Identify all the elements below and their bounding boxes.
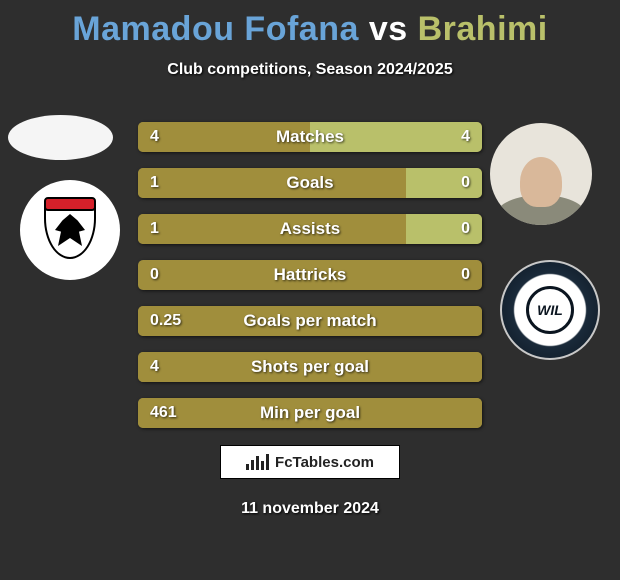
stat-bar-row: 0Hattricks0 bbox=[138, 260, 482, 290]
stat-bar-row: 4Matches4 bbox=[138, 122, 482, 152]
eagle-icon bbox=[55, 214, 85, 246]
footer-date: 11 november 2024 bbox=[0, 500, 620, 518]
stat-label: Goals per match bbox=[138, 306, 482, 336]
stat-value-right: 4 bbox=[461, 122, 470, 152]
player1-name: Mamadou Fofana bbox=[72, 10, 359, 48]
stat-label: Assists bbox=[138, 214, 482, 244]
stat-value-right: 0 bbox=[461, 214, 470, 244]
stat-label: Hattricks bbox=[138, 260, 482, 290]
brand-logo: FcTables.com bbox=[220, 445, 400, 479]
player2-name: Brahimi bbox=[418, 10, 548, 48]
brand-text: FcTables.com bbox=[275, 454, 374, 471]
stat-bar-row: 1Assists0 bbox=[138, 214, 482, 244]
stat-label: Min per goal bbox=[138, 398, 482, 428]
stat-label: Matches bbox=[138, 122, 482, 152]
stat-bar-row: 0.25Goals per match bbox=[138, 306, 482, 336]
club-shield bbox=[44, 201, 96, 259]
stats-bars-container: 4Matches41Goals01Assists00Hattricks00.25… bbox=[138, 122, 482, 444]
comparison-title: Mamadou Fofana vs Brahimi bbox=[0, 0, 620, 49]
subtitle: Club competitions, Season 2024/2025 bbox=[0, 61, 620, 79]
club-inner-text: WIL bbox=[526, 286, 574, 334]
player1-avatar-placeholder bbox=[8, 115, 113, 160]
player2-avatar bbox=[490, 123, 592, 225]
avatar-head bbox=[520, 157, 562, 207]
vs-text: vs bbox=[369, 10, 408, 48]
stat-value-right: 0 bbox=[461, 168, 470, 198]
stat-label: Shots per goal bbox=[138, 352, 482, 382]
stat-label: Goals bbox=[138, 168, 482, 198]
stat-bar-row: 1Goals0 bbox=[138, 168, 482, 198]
player2-club-badge: WIL bbox=[500, 260, 600, 360]
bar-chart-icon bbox=[246, 454, 269, 470]
player1-club-badge bbox=[20, 180, 120, 280]
stat-bar-row: 4Shots per goal bbox=[138, 352, 482, 382]
stat-value-right: 0 bbox=[461, 260, 470, 290]
stat-bar-row: 461Min per goal bbox=[138, 398, 482, 428]
